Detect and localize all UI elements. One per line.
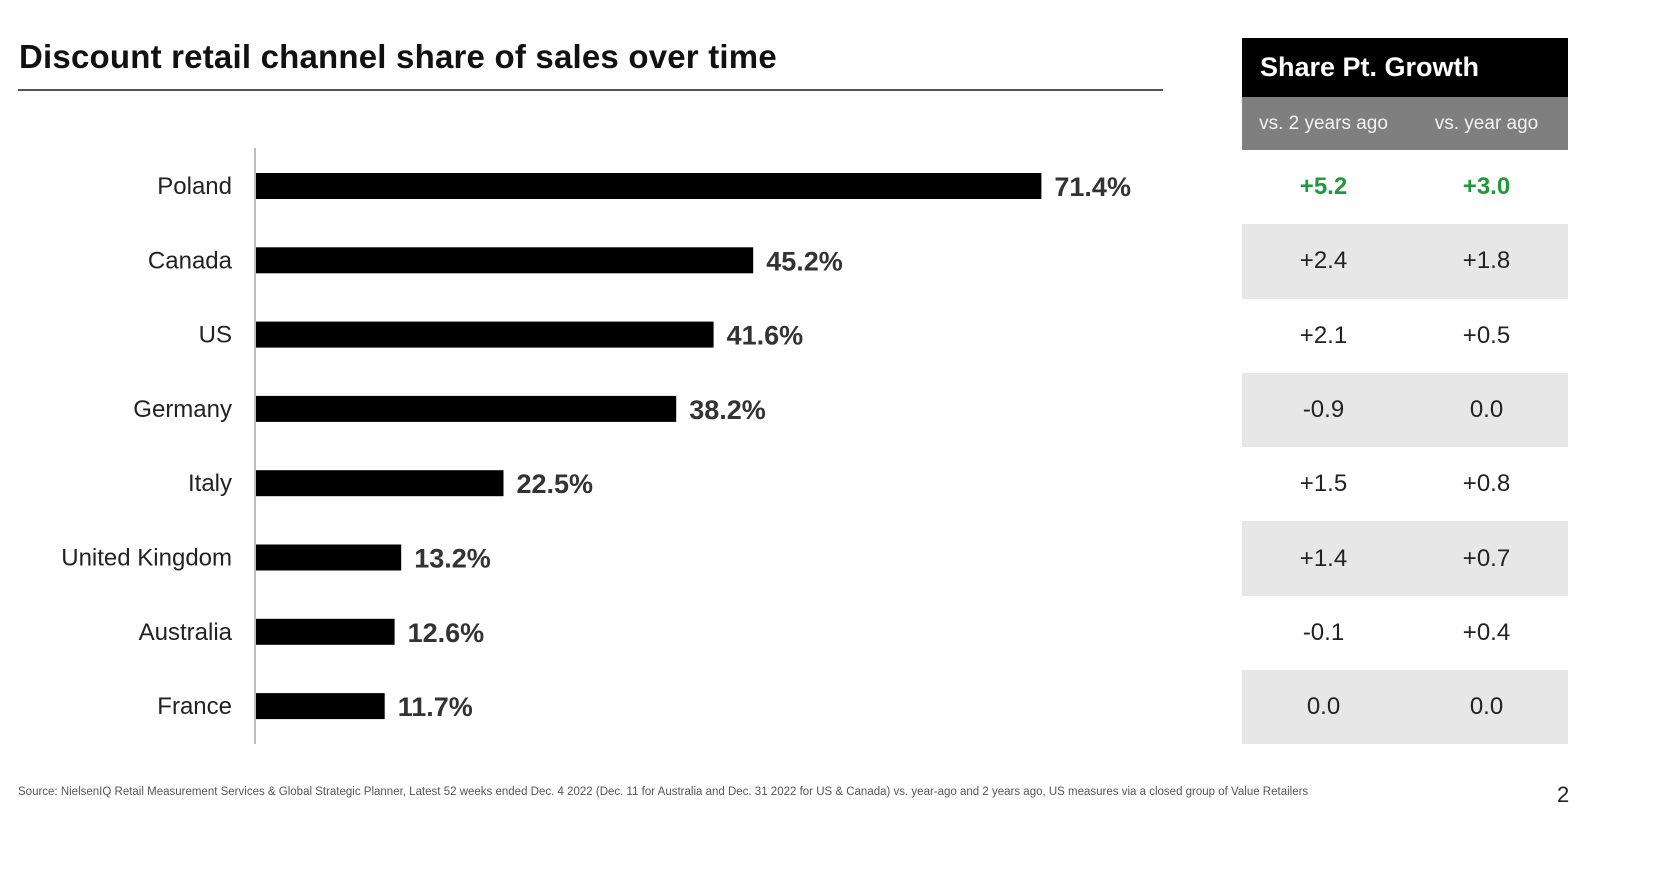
title-underline [18, 89, 1163, 91]
chart-title: Discount retail channel share of sales o… [19, 38, 777, 75]
growth-vs-2-years-cell: 0.0 [1306, 693, 1341, 721]
growth-vs-2-years-cell: -0.9 [1302, 396, 1345, 424]
source-note: Source: NielsenIQ Retail Measurement Ser… [18, 786, 1309, 798]
growth-vs-year-ago-cell: +0.4 [1462, 618, 1511, 646]
growth-vs-2-years-cell: +2.1 [1299, 321, 1348, 349]
bar-value-label: 12.6% [408, 618, 485, 648]
category-label: Canada [148, 247, 233, 274]
growth-vs-year-ago-cell: +0.5 [1462, 321, 1511, 349]
bar [256, 618, 395, 645]
category-label: Italy [188, 470, 232, 497]
growth-vs-year-ago-cell: 0.0 [1469, 693, 1504, 721]
category-label: United Kingdom [61, 545, 232, 572]
growth-vs-year-ago-cell: +0.8 [1462, 470, 1511, 498]
growth-vs-2-years-cell: +1.5 [1299, 470, 1348, 498]
bar [256, 173, 1042, 199]
growth-vs-year-ago-cell: +0.7 [1462, 544, 1511, 572]
share-growth-table: Share Pt. Growth vs. 2 years ago vs. yea… [1242, 38, 1568, 745]
growth-table-row: +2.1 +0.5 [1242, 299, 1568, 373]
bar [256, 693, 385, 720]
bar [256, 247, 754, 274]
bar-value-label: 11.7% [398, 692, 473, 722]
bar-value-label: 22.5% [517, 469, 594, 499]
category-label: Australia [139, 619, 233, 646]
growth-vs-2-years-cell: +2.4 [1299, 247, 1348, 275]
bar [256, 395, 677, 422]
bar-chart: Poland 71.4% Canada 45.2% US 41.6% Germany 38.2… [61, 148, 1131, 744]
category-label: France [157, 693, 232, 720]
category-label: US [199, 322, 232, 349]
growth-vs-2-years-cell: -0.1 [1302, 618, 1345, 646]
page-number: 2 [1557, 782, 1570, 807]
column-header-vs-year-ago: vs. year ago [1434, 112, 1539, 134]
growth-table-body: +5.2 +3.0 +2.4 +1.8 +2.1 +0.5 -0.9 0.0 +1.5 +0.8 +… [1242, 150, 1568, 745]
category-label: Germany [133, 396, 232, 423]
growth-table-row: 0.0 0.0 [1242, 670, 1568, 745]
column-header-vs-2-years: vs. 2 years ago [1259, 112, 1388, 134]
growth-vs-2-years-cell: +5.2 [1299, 173, 1348, 201]
bar-value-label: 41.6% [727, 321, 804, 351]
growth-table-column-headers: vs. 2 years ago vs. year ago [1242, 97, 1568, 150]
bar [256, 470, 504, 497]
growth-vs-year-ago-cell: 0.0 [1469, 396, 1504, 424]
bar-value-label: 45.2% [766, 246, 843, 276]
growth-table-row: -0.9 0.0 [1242, 372, 1568, 448]
bar-value-label: 38.2% [689, 395, 766, 425]
growth-table-header: Share Pt. Growth [1242, 38, 1568, 97]
growth-table-row: +5.2 +3.0 [1242, 150, 1568, 224]
growth-table-row: +2.4 +1.8 [1242, 224, 1568, 299]
growth-vs-year-ago-cell: +1.8 [1462, 247, 1511, 275]
bar-value-label: 13.2% [414, 544, 491, 574]
category-label: Poland [157, 173, 232, 200]
growth-table-row: -0.1 +0.4 [1242, 596, 1568, 670]
bar [256, 544, 402, 571]
bar-value-label: 71.4% [1054, 172, 1131, 202]
bar [256, 321, 714, 348]
growth-table-row: +1.4 +0.7 [1242, 521, 1568, 596]
growth-vs-2-years-cell: +1.4 [1299, 544, 1348, 572]
growth-vs-year-ago-cell: +3.0 [1462, 173, 1511, 201]
growth-table-row: +1.5 +0.8 [1242, 447, 1568, 521]
